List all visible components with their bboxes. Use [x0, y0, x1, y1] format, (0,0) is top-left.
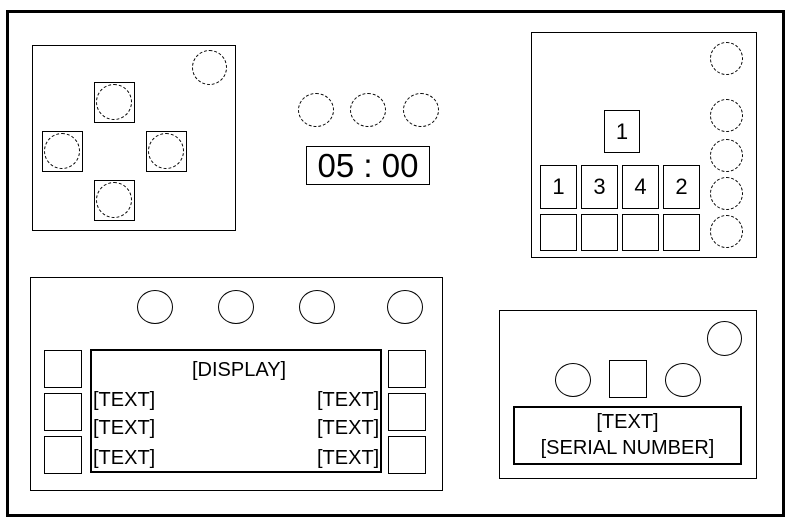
keypad-key-2[interactable]: 3	[581, 165, 618, 209]
keypad-stage-light	[710, 139, 743, 172]
display-header: [DISPLAY]	[192, 359, 287, 381]
display-left-button-2[interactable]	[44, 393, 82, 431]
keypad-stage-slot	[540, 214, 577, 251]
keypad-key-label: 3	[593, 174, 606, 199]
serial-label: [TEXT] [SERIAL NUMBER]	[513, 409, 742, 461]
dpad-module-indicator	[192, 50, 227, 85]
outer-frame	[6, 10, 785, 517]
dpad-left-button[interactable]	[42, 131, 83, 172]
keypad-key-4[interactable]: 2	[663, 165, 700, 209]
timer-text: 05 : 00	[317, 147, 419, 184]
serial-text-line: [TEXT]	[596, 411, 659, 433]
display-right-button-1[interactable]	[388, 350, 426, 388]
serial-right-light	[665, 363, 701, 397]
strike-indicator-1	[298, 93, 334, 127]
display-screen	[90, 349, 382, 473]
serial-button[interactable]	[609, 360, 647, 398]
keypad-stage-light	[710, 177, 743, 210]
serial-number-line: [SERIAL NUMBER]	[540, 437, 715, 459]
keypad-display: 1	[604, 110, 640, 153]
dpad-right-button[interactable]	[146, 131, 187, 172]
display-left-button-3[interactable]	[44, 436, 82, 474]
keypad-display-digit: 1	[615, 118, 629, 144]
display-indicator-3	[299, 290, 335, 324]
display-indicator-2	[218, 290, 254, 324]
display-text-left-1: [TEXT]	[93, 389, 156, 411]
dpad-down-light	[96, 182, 132, 218]
keypad-module-indicator	[710, 42, 743, 75]
dpad-left-light	[44, 133, 80, 169]
keypad-stage-slot	[663, 214, 700, 251]
keypad-key-label: 1	[552, 174, 565, 199]
display-left-button-1[interactable]	[44, 350, 82, 388]
keypad-stage-slot	[581, 214, 618, 251]
dpad-up-light	[96, 84, 132, 120]
keypad-stage-light	[710, 99, 743, 132]
display-indicator-4	[387, 290, 423, 324]
display-right-button-3[interactable]	[388, 436, 426, 474]
display-text-left-2: [TEXT]	[93, 417, 156, 439]
dpad-down-button[interactable]	[94, 180, 135, 221]
dpad-up-button[interactable]	[94, 82, 135, 123]
keypad-stage-slot	[622, 214, 659, 251]
keypad-key-label: 4	[634, 174, 647, 199]
strike-indicator-3	[403, 93, 439, 127]
dpad-right-light	[148, 133, 184, 169]
display-text-right-3: [TEXT]	[317, 447, 380, 469]
display-text-left-3: [TEXT]	[93, 447, 156, 469]
keypad-key-label: 2	[675, 174, 688, 199]
display-text-right-1: [TEXT]	[317, 389, 380, 411]
keypad-key-1[interactable]: 1	[540, 165, 577, 209]
serial-module-indicator	[707, 321, 742, 356]
strike-indicator-2	[350, 93, 386, 127]
keypad-key-3[interactable]: 4	[622, 165, 659, 209]
keypad-stage-light	[710, 215, 743, 248]
display-indicator-1	[137, 290, 173, 324]
display-right-button-2[interactable]	[388, 393, 426, 431]
display-text-right-2: [TEXT]	[317, 417, 380, 439]
timer-display: 05 : 00	[306, 146, 430, 185]
serial-label-box	[513, 406, 742, 465]
serial-left-light	[555, 363, 591, 397]
